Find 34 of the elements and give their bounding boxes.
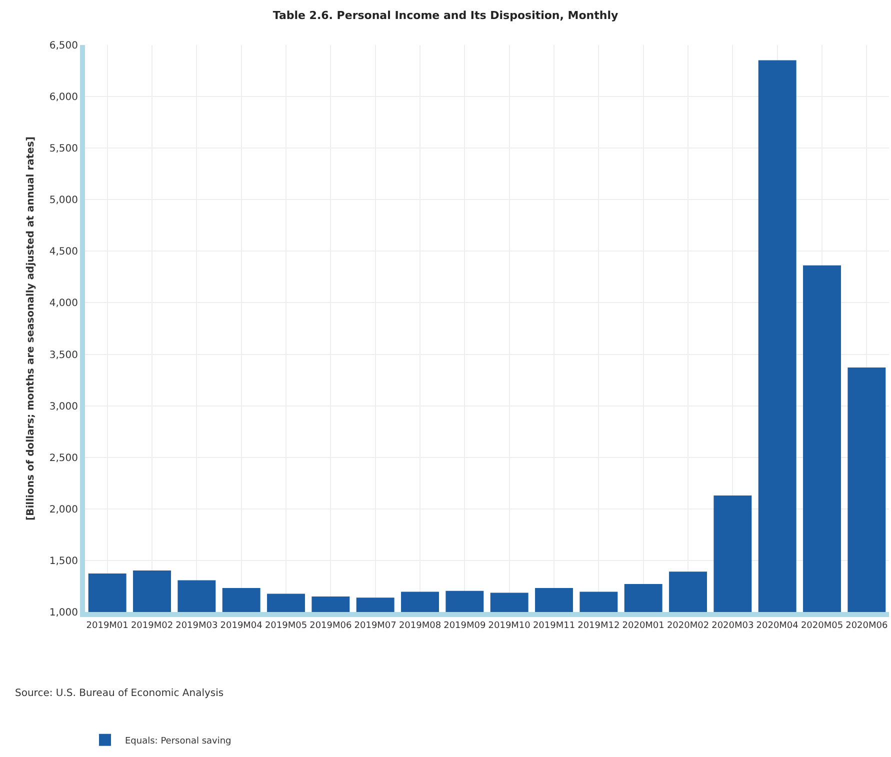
x-tick-label: 2019M04 <box>220 620 263 631</box>
x-tick-label: 2020M04 <box>756 620 799 631</box>
x-tick-label: 2019M07 <box>354 620 396 631</box>
x-tick-label: 2020M01 <box>622 620 664 631</box>
y-axis-title: [Billions of dollars; months are seasonally adjusted at annual rates] <box>25 136 36 520</box>
y-tick-label: 3,000 <box>49 401 78 412</box>
x-tick-label: 2019M09 <box>444 620 486 631</box>
x-tick-label: 2019M08 <box>398 620 442 631</box>
y-tick-label: 5,500 <box>49 144 78 155</box>
y-tick-label: 2,000 <box>49 504 78 516</box>
y-tick-label: 1,000 <box>49 608 78 618</box>
x-tick-label: 2020M05 <box>800 620 844 631</box>
x-tick-label: 2019M03 <box>176 620 218 631</box>
chart-title: Table 2.6. Personal Income and Its Disposition, Monthly <box>272 9 618 22</box>
x-tick-label: 2019M05 <box>264 620 308 631</box>
y-tick-label: 6,000 <box>49 92 78 104</box>
x-tick-label: 2020M06 <box>846 620 888 631</box>
y-tick-label: 1,500 <box>49 556 78 567</box>
x-tick-label: 2019M06 <box>310 620 352 631</box>
y-tick-label: 5,000 <box>49 195 78 206</box>
x-tick-label: 2019M10 <box>488 620 531 631</box>
x-tick-label: 2019M12 <box>578 620 620 631</box>
y-tick-label: 4,500 <box>49 246 78 258</box>
y-tick-label: 4,000 <box>49 298 78 310</box>
x-tick-label: 2020M03 <box>712 620 754 631</box>
y-tick-label: 6,500 <box>49 40 78 52</box>
x-tick-label: 2019M02 <box>130 620 174 631</box>
x-tick-label: 2019M01 <box>86 620 128 631</box>
source-note: Source: U.S. Bureau of Economic Analysis <box>15 688 224 699</box>
x-tick-label: 2019M11 <box>532 620 576 631</box>
y-tick-label: 3,500 <box>49 350 78 361</box>
legend-label: Equals: Personal saving <box>125 736 232 746</box>
y-tick-label: 2,500 <box>49 452 78 464</box>
x-tick-label: 2020M02 <box>666 620 710 631</box>
